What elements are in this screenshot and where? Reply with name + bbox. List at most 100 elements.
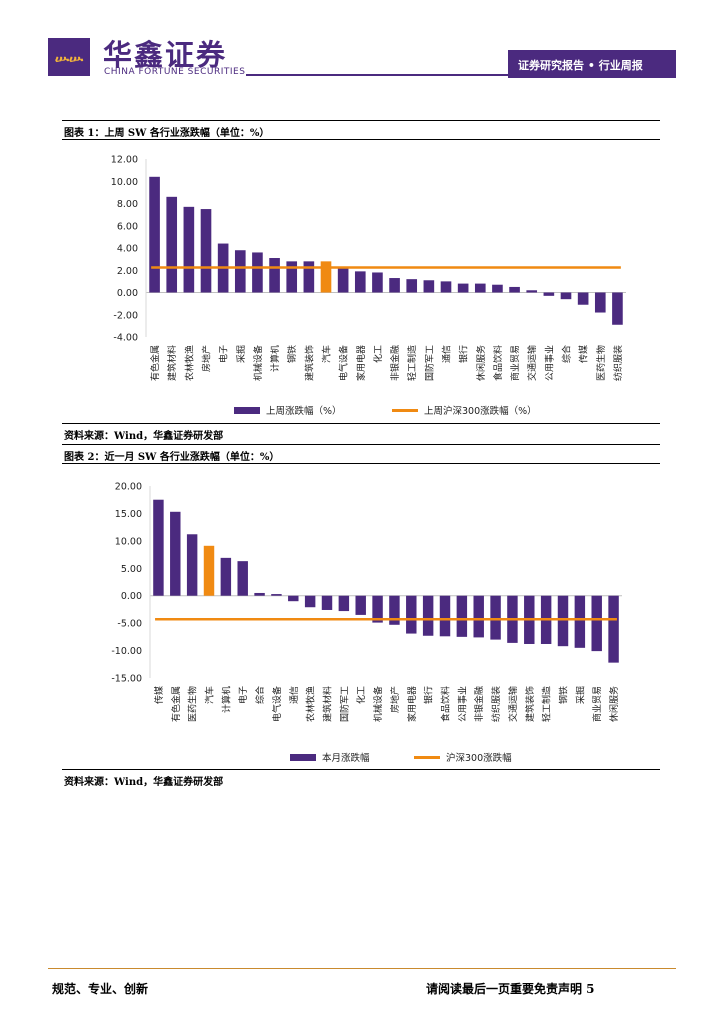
bar-1-8	[286, 261, 298, 293]
bar-2-17	[439, 595, 451, 637]
legend-bar-swatch-1	[234, 407, 260, 414]
y-tick-label-2-7: -15.00	[111, 674, 142, 685]
category-label-1-13: 化工	[372, 345, 384, 363]
category-label-1-15: 轻工制造	[406, 345, 418, 381]
category-label-1-10: 汽车	[321, 345, 333, 363]
y-tick-label-1-7: -2.00	[113, 310, 138, 321]
bar-2-2	[186, 534, 198, 596]
bar-1-16	[423, 280, 435, 293]
bar-2-12	[355, 595, 366, 615]
bar-1-18	[457, 283, 469, 293]
bar-1-6	[252, 252, 263, 293]
category-label-2-23: 轻工制造	[541, 686, 553, 722]
figure1-bottom-rule	[62, 423, 660, 424]
category-label-2-4: 计算机	[220, 686, 232, 713]
brand-name-cn: 华鑫证券	[103, 38, 228, 72]
y-tick-label-2-6: -10.00	[111, 646, 142, 657]
category-label-2-21: 交通运输	[507, 686, 519, 722]
figure1-source: 资料来源：Wind，华鑫证券研发部	[64, 431, 224, 442]
report-type-label: 证券研究报告 • 行业周报	[518, 59, 643, 72]
bar-1-17	[440, 281, 452, 293]
y-tick-label-2-2: 10.00	[115, 536, 142, 547]
y-tick-label-1-5: 2.00	[117, 266, 138, 277]
bar-1-25	[577, 292, 589, 305]
category-label-1-5: 采掘	[235, 345, 247, 363]
bar-2-24	[557, 595, 569, 647]
bar-2-16	[422, 595, 434, 636]
bar-1-15	[406, 279, 418, 293]
category-label-1-12: 家用电器	[355, 345, 367, 381]
category-label-1-20: 食品饮料	[492, 345, 504, 381]
category-label-2-11: 国防军工	[338, 686, 350, 722]
category-label-1-24: 综合	[561, 345, 573, 363]
category-label-1-2: 农林牧渔	[183, 345, 195, 381]
legend-bar-swatch-2	[290, 754, 316, 761]
bar-2-18	[456, 595, 468, 637]
legend-bar-label-1: 上周涨跌幅（%）	[266, 405, 342, 417]
category-label-1-22: 交通运输	[526, 345, 538, 381]
y-tick-label-2-0: 20.00	[115, 482, 142, 493]
category-label-1-23: 公用事业	[543, 345, 555, 381]
bar-2-7	[271, 594, 282, 596]
chart-monthly-industry-returns: 20.00 15.00 10.00 5.00 0.00 -5.00 -10.00 -15.00…	[111, 482, 622, 764]
y-tick-label-1-0: 12.00	[111, 155, 138, 166]
bar-2-8	[288, 595, 299, 602]
bar-1-0	[149, 176, 160, 293]
figure2-title-rule	[62, 463, 660, 464]
category-label-1-19: 休闲服务	[475, 345, 487, 381]
bar-1-23	[543, 292, 555, 296]
category-label-2-6: 综合	[254, 686, 266, 704]
bar-1-9	[303, 261, 315, 293]
category-label-2-12: 化工	[355, 686, 367, 704]
category-label-1-6: 机械设备	[252, 345, 264, 381]
category-label-2-0: 传媒	[153, 686, 165, 704]
category-label-1-0: 有色金属	[149, 345, 161, 381]
category-label-1-27: 纺织服装	[612, 345, 624, 381]
category-label-2-18: 公用事业	[456, 686, 468, 722]
bar-2-15	[406, 595, 417, 634]
y-tick-label-2-1: 15.00	[115, 509, 142, 520]
legend-line-label-2: 沪深300涨跌幅	[446, 752, 512, 764]
bar-2-19	[473, 595, 484, 638]
bar-1-1	[166, 196, 178, 293]
category-label-2-26: 商业贸易	[591, 686, 603, 722]
figure2-top-rule	[62, 444, 660, 445]
bar-2-4	[220, 557, 232, 596]
bar-2-14	[389, 595, 400, 625]
y-tick-label-1-8: -4.00	[113, 333, 138, 344]
bar-1-11	[337, 268, 349, 293]
figure1-title-rule	[62, 139, 660, 140]
logo-emblem-icon: ሡሡ	[55, 51, 84, 67]
category-label-2-16: 银行	[423, 686, 435, 704]
category-label-1-16: 国防军工	[423, 345, 435, 381]
category-label-2-24: 钢铁	[558, 686, 570, 704]
category-label-1-4: 电子	[218, 345, 230, 363]
category-label-2-25: 采掘	[574, 686, 586, 704]
category-label-1-9: 建筑装饰	[303, 345, 315, 381]
bar-2-5	[237, 561, 248, 596]
bar-1-10	[320, 261, 332, 293]
footer-disclaimer-note: 请阅读最后一页重要免责声明 5	[426, 982, 595, 996]
category-label-2-5: 电子	[237, 686, 249, 704]
figure1-top-rule	[62, 120, 660, 121]
bar-1-19	[474, 283, 486, 293]
bar-2-11	[338, 595, 350, 612]
bar-1-14	[389, 278, 400, 293]
category-label-1-21: 商业贸易	[509, 345, 521, 381]
y-tick-label-1-3: 6.00	[117, 221, 138, 232]
category-label-1-14: 非银金融	[389, 345, 401, 381]
header-divider	[246, 74, 676, 76]
bar-1-22	[526, 290, 538, 293]
bar-2-25	[574, 595, 586, 648]
bar-1-27	[612, 292, 623, 325]
header-banner	[508, 50, 676, 78]
bar-2-9	[304, 595, 316, 608]
svg-text:ሡሡ: ሡሡ	[55, 51, 84, 67]
bar-2-27	[608, 595, 619, 663]
category-label-1-8: 钢铁	[286, 345, 298, 363]
category-label-2-13: 机械设备	[372, 686, 384, 722]
category-label-1-3: 房地产	[201, 345, 213, 372]
footer-slogan: 规范、专业、创新	[52, 982, 149, 996]
bar-1-26	[594, 292, 606, 313]
bar-2-6	[254, 592, 265, 596]
